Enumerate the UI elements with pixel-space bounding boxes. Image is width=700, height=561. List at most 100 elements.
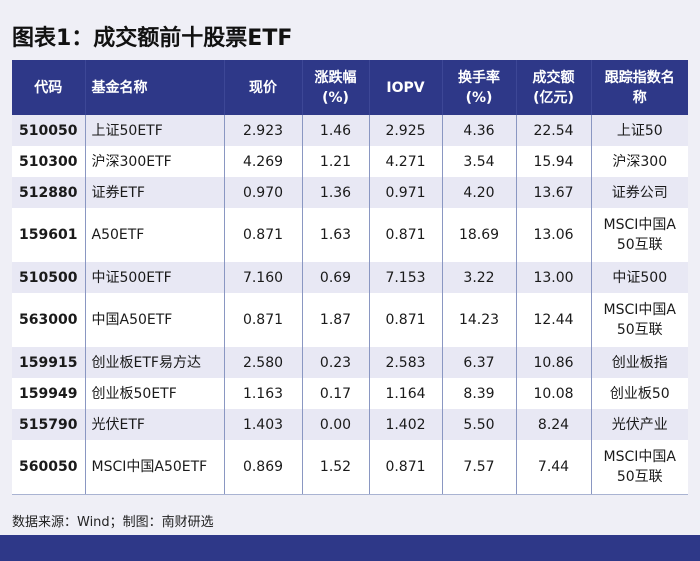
- cell-iopv: 2.583: [368, 347, 442, 378]
- cell-index: MSCI中国A 50互联: [590, 440, 688, 495]
- index-line: 50互联: [616, 469, 663, 485]
- cell-code: 563000: [19, 312, 78, 328]
- cell-turnover: 3.54: [441, 146, 516, 177]
- cell-price: 0.869: [223, 440, 302, 495]
- cell-turnover: 18.69: [441, 208, 516, 262]
- cell-change: 1.63: [301, 208, 369, 262]
- cell-iopv: 0.871: [368, 208, 442, 262]
- cell-iopv: 1.164: [368, 378, 442, 409]
- index-line: MSCI中国A: [603, 302, 676, 318]
- cell-amount: 8.24: [515, 409, 591, 440]
- header-label: 跟踪指数名: [604, 69, 675, 86]
- table-row: 510500 中证500ETF 7.160 0.69 7.153 3.22 13…: [12, 262, 688, 293]
- cell-fund-name: 上证50ETF: [84, 115, 224, 146]
- cell-turnover: 8.39: [441, 378, 516, 409]
- cell-price: 2.923: [223, 115, 302, 146]
- cell-iopv: 0.971: [368, 177, 442, 208]
- cell-index: MSCI中国A 50互联: [590, 293, 688, 347]
- figure-title: 图表1：成交额前十股票ETF: [12, 26, 293, 51]
- index-line: 50互联: [616, 322, 663, 338]
- table-row: 560050 MSCI中国A50ETF 0.869 1.52 0.871 7.5…: [12, 440, 688, 495]
- cell-amount: 13.00: [515, 262, 591, 293]
- table-row: 159949 创业板50ETF 1.163 0.17 1.164 8.39 10…: [12, 378, 688, 409]
- header-iopv: IOPV: [368, 60, 442, 115]
- cell-code: 510300: [19, 153, 78, 170]
- cell-code: 510500: [19, 269, 78, 286]
- cell-amount: 10.08: [515, 378, 591, 409]
- cell-iopv: 1.402: [368, 409, 442, 440]
- cell-price: 0.871: [223, 293, 302, 347]
- table-row: 159915 创业板ETF易方达 2.580 0.23 2.583 6.37 1…: [12, 347, 688, 378]
- table-header-row: 代码 基金名称 现价 涨跌幅 (%) IOPV 换手率 (%) 成交额 (亿元) 跟踪…: [12, 60, 688, 115]
- cell-code: 512880: [19, 184, 78, 201]
- cell-change: 1.52: [301, 440, 369, 495]
- cell-fund-name: A50ETF: [84, 208, 224, 262]
- header-label: 成交额: [532, 69, 575, 86]
- cell-iopv: 0.871: [368, 440, 442, 495]
- cell-amount: 22.54: [515, 115, 591, 146]
- cell-iopv: 4.271: [368, 146, 442, 177]
- cell-code: 159915: [19, 354, 78, 371]
- index-line: 50互联: [616, 237, 663, 253]
- cell-turnover: 14.23: [441, 293, 516, 347]
- header-tracking-index: 跟踪指数名称: [590, 60, 688, 115]
- table-row: 510050 上证50ETF 2.923 1.46 2.925 4.36 22.…: [12, 115, 688, 146]
- table-row: 512880 证券ETF 0.970 1.36 0.971 4.20 13.67…: [12, 177, 688, 208]
- header-change: 涨跌幅 (%): [301, 60, 369, 115]
- cell-index: 创业板指: [590, 347, 688, 378]
- cell-code: 510050: [19, 122, 78, 139]
- cell-amount: 12.44: [515, 293, 591, 347]
- cell-index: 中证500: [590, 262, 688, 293]
- cell-index: 光伏产业: [590, 409, 688, 440]
- cell-change: 1.46: [301, 115, 369, 146]
- header-label: 代码: [34, 79, 63, 96]
- cell-index: 沪深300: [590, 146, 688, 177]
- cell-turnover: 5.50: [441, 409, 516, 440]
- header-label: 基金名称: [91, 79, 148, 96]
- cell-code: 560050: [12, 440, 85, 495]
- cell-change: 1.21: [301, 146, 369, 177]
- etf-table: 代码 基金名称 现价 涨跌幅 (%) IOPV 换手率 (%) 成交额 (亿元) 跟踪…: [12, 60, 688, 495]
- cell-price: 1.163: [223, 378, 302, 409]
- table-row: 159601 A50ETF 0.871 1.63 0.871 18.69 13.…: [12, 208, 688, 262]
- cell-fund-name: MSCI中国A50ETF: [84, 440, 224, 495]
- cell-turnover: 7.57: [441, 440, 516, 495]
- index-line: MSCI中国A: [603, 449, 676, 465]
- header-label: 换手率: [458, 69, 500, 86]
- header-amount: 成交额 (亿元): [515, 60, 591, 115]
- header-code: 代码: [12, 60, 85, 115]
- header-label-cont: 称: [632, 89, 647, 106]
- bottom-bar: [0, 535, 700, 561]
- cell-price: 1.403: [223, 409, 302, 440]
- cell-index: MSCI中国A 50互联: [590, 208, 688, 262]
- cell-fund-name: 创业板50ETF: [84, 378, 224, 409]
- table-row: 510300 沪深300ETF 4.269 1.21 4.271 3.54 15…: [12, 146, 688, 177]
- cell-change: 0.69: [301, 262, 369, 293]
- cell-fund-name: 创业板ETF易方达: [84, 347, 224, 378]
- source-note: 数据来源：Wind；制图：南财研选: [12, 515, 214, 530]
- cell-turnover: 6.37: [441, 347, 516, 378]
- cell-change: 1.87: [301, 293, 369, 347]
- header-price: 现价: [223, 60, 302, 115]
- cell-turnover: 3.22: [441, 262, 516, 293]
- header-unit: (亿元): [533, 89, 574, 106]
- cell-amount: 7.44: [515, 440, 591, 495]
- cell-index: 证券公司: [590, 177, 688, 208]
- cell-fund-name: 证券ETF: [84, 177, 224, 208]
- cell-price: 7.160: [223, 262, 302, 293]
- table-row: 515790 光伏ETF 1.403 0.00 1.402 5.50 8.24 …: [12, 409, 688, 440]
- cell-iopv: 7.153: [368, 262, 442, 293]
- cell-change: 0.23: [301, 347, 369, 378]
- cell-change: 0.17: [301, 378, 369, 409]
- cell-amount: 15.94: [515, 146, 591, 177]
- header-fund-name: 基金名称: [84, 60, 224, 115]
- header-label: 现价: [249, 79, 277, 96]
- cell-amount: 10.86: [515, 347, 591, 378]
- cell-fund-name: 中国A50ETF: [84, 293, 224, 347]
- cell-code: 515790: [19, 416, 78, 433]
- header-label: 涨跌幅: [314, 69, 357, 86]
- cell-price: 0.970: [223, 177, 302, 208]
- cell-index: 上证50: [590, 115, 688, 146]
- cell-fund-name: 光伏ETF: [84, 409, 224, 440]
- header-turnover: 换手率 (%): [441, 60, 516, 115]
